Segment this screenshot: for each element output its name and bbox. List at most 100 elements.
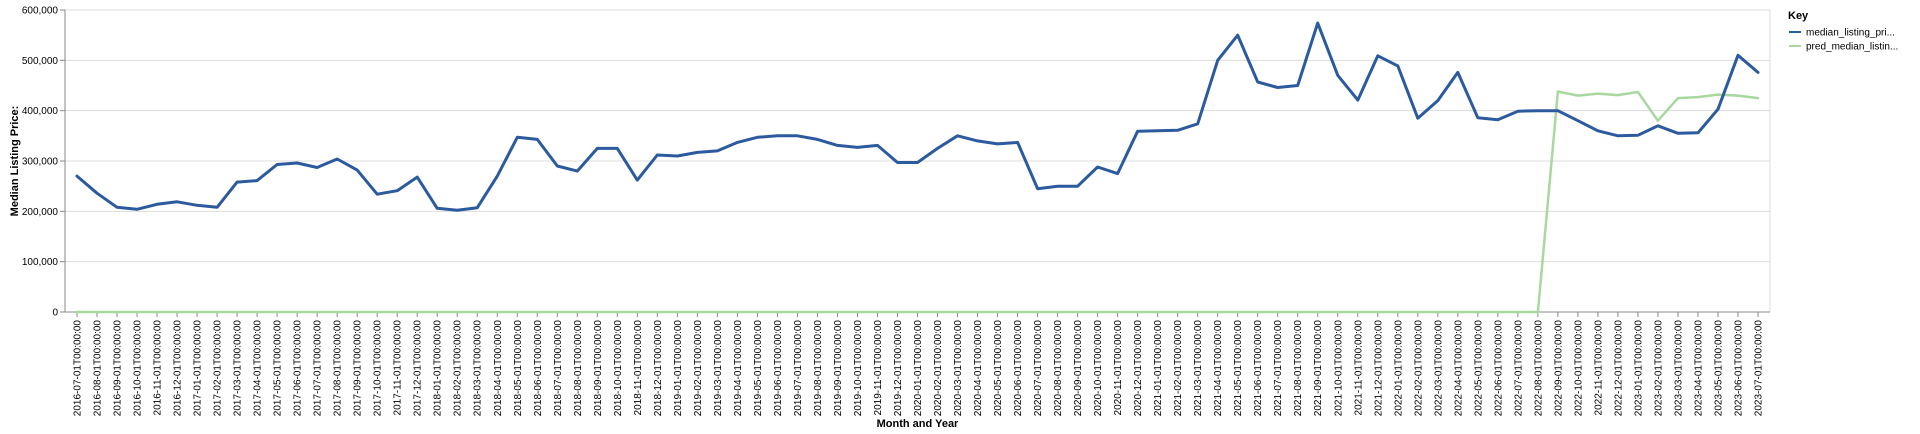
y-axis-title: Median Listing Price: xyxy=(9,106,21,217)
x-tick-label: 2021-07-01T00:00:00 xyxy=(1273,320,1284,417)
x-tick-label: 2022-04-01T00:00:00 xyxy=(1453,320,1464,417)
x-tick-label: 2020-05-01T00:00:00 xyxy=(993,320,1004,417)
x-tick-label: 2021-08-01T00:00:00 xyxy=(1293,320,1304,417)
x-tick-label: 2017-08-01T00:00:00 xyxy=(333,320,344,417)
x-tick-label: 2017-12-01T00:00:00 xyxy=(413,320,424,417)
x-tick-label: 2017-07-01T00:00:00 xyxy=(313,320,324,417)
series-lines xyxy=(75,21,1760,314)
x-tick-label: 2021-10-01T00:00:00 xyxy=(1333,320,1344,417)
x-tick-label: 2023-07-01T00:00:00 xyxy=(1754,320,1765,417)
x-tick-label: 2019-03-01T00:00:00 xyxy=(713,320,724,417)
x-tick-label: 2023-06-01T00:00:00 xyxy=(1733,320,1744,417)
y-tick-label: 400,000 xyxy=(22,106,59,117)
x-tick-label: 2021-11-01T00:00:00 xyxy=(1353,320,1364,416)
x-tick-label: 2018-01-01T00:00:00 xyxy=(433,320,444,417)
x-tick-label: 2022-03-01T00:00:00 xyxy=(1433,320,1444,417)
x-tick-label: 2017-11-01T00:00:00 xyxy=(393,320,404,416)
legend: Key median_listing_pri... pred_median_lis… xyxy=(1788,10,1898,53)
x-tick-label: 2020-08-01T00:00:00 xyxy=(1053,320,1064,417)
x-tick-label: 2017-06-01T00:00:00 xyxy=(293,320,304,417)
y-tick-label: 0 xyxy=(52,308,58,319)
x-tick-label: 2020-01-01T00:00:00 xyxy=(913,320,924,417)
x-tick-label: 2020-12-01T00:00:00 xyxy=(1133,320,1144,417)
y-tick-label: 500,000 xyxy=(22,56,59,67)
x-tick-label: 2022-11-01T00:00:00 xyxy=(1593,320,1604,416)
x-tick-label: 2021-05-01T00:00:00 xyxy=(1233,320,1244,417)
x-tick-label: 2019-07-01T00:00:00 xyxy=(793,320,804,417)
x-tick-label: 2021-06-01T00:00:00 xyxy=(1253,320,1264,417)
x-tick-label: 2019-08-01T00:00:00 xyxy=(813,320,824,417)
x-tick-label: 2016-11-01T00:00:00 xyxy=(153,320,164,416)
x-tick-label: 2022-09-01T00:00:00 xyxy=(1553,320,1564,417)
x-tick-label: 2022-02-01T00:00:00 xyxy=(1413,320,1424,417)
x-tick-label: 2017-02-01T00:00:00 xyxy=(213,320,224,417)
x-tick-label: 2018-10-01T00:00:00 xyxy=(613,320,624,417)
x-tick-label: 2016-12-01T00:00:00 xyxy=(173,320,184,417)
x-tick-label: 2018-06-01T00:00:00 xyxy=(533,320,544,417)
x-tick-label: 2018-05-01T00:00:00 xyxy=(513,320,524,417)
x-tick-label: 2021-02-01T00:00:00 xyxy=(1173,320,1184,417)
legend-title: Key xyxy=(1788,10,1809,22)
x-axis: 2016-07-01T00:00:00 2016-08-01T00:00:00 20… xyxy=(65,311,1770,417)
y-tick-label: 200,000 xyxy=(22,207,59,218)
x-tick-label: 2021-01-01T00:00:00 xyxy=(1153,320,1164,417)
x-tick-label: 2020-10-01T00:00:00 xyxy=(1093,320,1104,417)
x-tick-label: 2020-06-01T00:00:00 xyxy=(1013,320,1024,417)
x-tick-label: 2022-10-01T00:00:00 xyxy=(1573,320,1584,417)
x-tick-label: 2021-09-01T00:00:00 xyxy=(1313,320,1324,417)
x-tick-label: 2022-05-01T00:00:00 xyxy=(1473,320,1484,417)
y-axis: 0 100,000 200,000 300,000 400,000 500,000 600,… xyxy=(22,6,66,319)
x-tick-label: 2023-04-01T00:00:00 xyxy=(1693,320,1704,417)
x-tick-label: 2019-04-01T00:00:00 xyxy=(733,320,744,417)
x-tick-label: 2018-11-01T00:00:00 xyxy=(633,320,644,416)
x-tick-label: 2020-09-01T00:00:00 xyxy=(1073,320,1084,417)
x-axis-title: Month and Year xyxy=(877,418,959,430)
x-tick-label: 2017-09-01T00:00:00 xyxy=(353,320,364,417)
x-tick-label: 2020-04-01T00:00:00 xyxy=(973,320,984,417)
x-tick-label: 2018-08-01T00:00:00 xyxy=(573,320,584,417)
x-tick-label: 2020-02-01T00:00:00 xyxy=(933,320,944,417)
series-line-pred-median-listing-price xyxy=(75,90,1760,314)
x-tick-label: 2018-07-01T00:00:00 xyxy=(553,320,564,417)
x-tick-label: 2019-11-01T00:00:00 xyxy=(873,320,884,416)
x-tick-label: 2020-07-01T00:00:00 xyxy=(1033,320,1044,417)
x-tick-label: 2019-12-01T00:00:00 xyxy=(893,320,904,417)
x-tick-label: 2022-01-01T00:00:00 xyxy=(1393,320,1404,417)
x-tick-label: 2017-01-01T00:00:00 xyxy=(193,320,204,417)
x-tick-label: 2019-09-01T00:00:00 xyxy=(833,320,844,417)
y-tick-label: 100,000 xyxy=(22,257,59,268)
y-tick-label: 600,000 xyxy=(22,6,59,17)
x-tick-label: 2019-06-01T00:00:00 xyxy=(773,320,784,417)
x-tick-label: 2019-02-01T00:00:00 xyxy=(693,320,704,417)
x-tick-label: 2023-02-01T00:00:00 xyxy=(1653,320,1664,417)
x-tick-label: 2017-05-01T00:00:00 xyxy=(273,320,284,417)
x-tick-label: 2022-12-01T00:00:00 xyxy=(1613,320,1624,417)
y-tick-label: 300,000 xyxy=(22,157,59,168)
x-tick-label: 2016-08-01T00:00:00 xyxy=(93,320,104,417)
x-tick-label: 2017-03-01T00:00:00 xyxy=(233,320,244,417)
x-tick-label: 2016-07-01T00:00:00 xyxy=(73,320,84,417)
x-tick-label: 2018-02-01T00:00:00 xyxy=(453,320,464,417)
x-tick-label: 2023-05-01T00:00:00 xyxy=(1713,320,1724,417)
x-tick-label: 2020-11-01T00:00:00 xyxy=(1113,320,1124,416)
x-tick-label: 2016-09-01T00:00:00 xyxy=(113,320,124,417)
x-tick-label: 2018-09-01T00:00:00 xyxy=(593,320,604,417)
x-tick-label: 2017-04-01T00:00:00 xyxy=(253,320,264,417)
x-tick-label: 2023-01-01T00:00:00 xyxy=(1633,320,1644,417)
x-tick-label: 2018-03-01T00:00:00 xyxy=(473,320,484,417)
x-tick-label: 2018-04-01T00:00:00 xyxy=(493,320,504,417)
x-tick-label: 2021-03-01T00:00:00 xyxy=(1193,320,1204,417)
x-tick-label: 2021-12-01T00:00:00 xyxy=(1373,320,1384,417)
x-tick-label: 2022-08-01T00:00:00 xyxy=(1533,320,1544,417)
x-tick-label: 2017-10-01T00:00:00 xyxy=(373,320,384,417)
x-tick-label: 2020-03-01T00:00:00 xyxy=(953,320,964,417)
x-tick-label: 2019-05-01T00:00:00 xyxy=(753,320,764,417)
x-tick-label: 2018-12-01T00:00:00 xyxy=(653,320,664,417)
x-tick-label: 2022-07-01T00:00:00 xyxy=(1513,320,1524,417)
legend-item-label: pred_median_listin... xyxy=(1806,42,1898,53)
x-tick-label: 2019-01-01T00:00:00 xyxy=(673,320,684,417)
x-tick-label: 2016-10-01T00:00:00 xyxy=(133,320,144,417)
x-tick-label: 2022-06-01T00:00:00 xyxy=(1493,320,1504,417)
series-line-median-listing-price xyxy=(75,21,1760,212)
